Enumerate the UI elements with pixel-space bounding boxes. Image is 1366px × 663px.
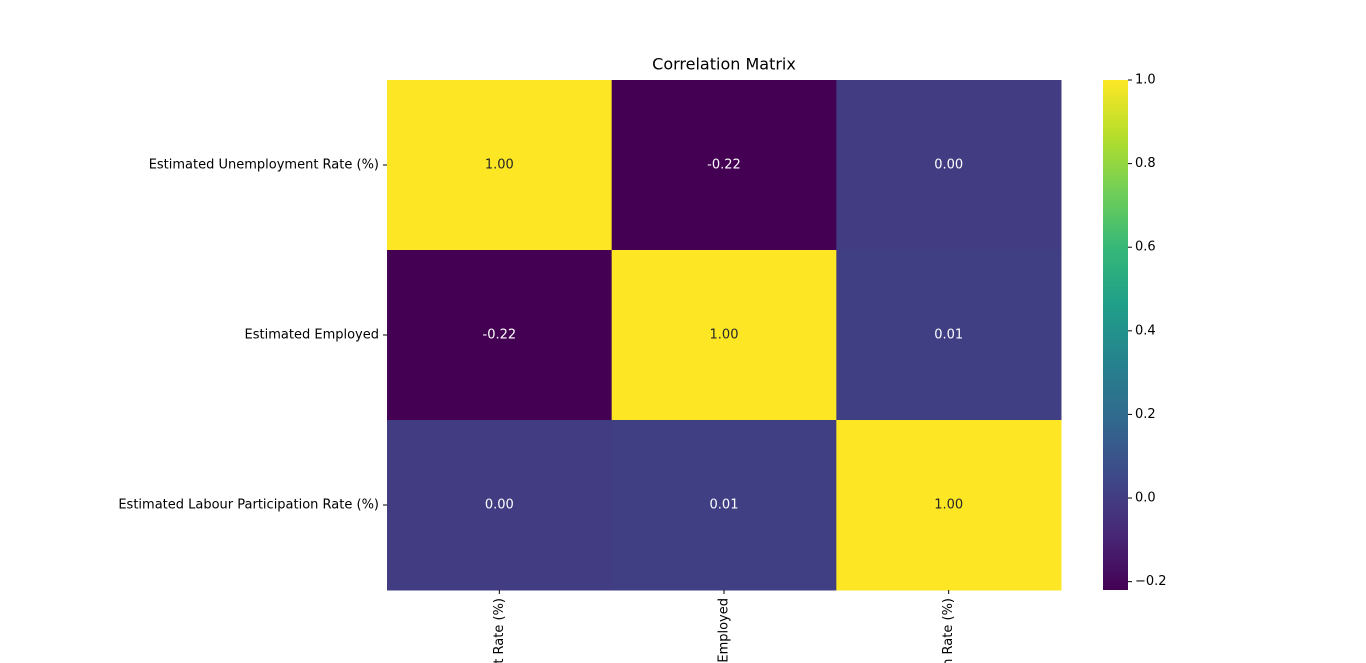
heatmap-cell bbox=[611, 80, 837, 251]
heatmap-cell bbox=[836, 420, 1062, 591]
cell-label: 1.00 bbox=[485, 158, 514, 173]
y-tick-label: Estimated Labour Participation Rate (%) bbox=[114, 498, 379, 513]
cell-label: 1.00 bbox=[710, 328, 739, 343]
cell-label: 0.00 bbox=[934, 158, 963, 173]
cell-label: -0.22 bbox=[707, 158, 741, 173]
cell-label: 0.01 bbox=[710, 498, 739, 513]
colorbar-tick-label: 0.6 bbox=[1135, 240, 1156, 255]
colorbar-tick-label: 1.0 bbox=[1135, 73, 1156, 88]
heatmap-cell bbox=[611, 420, 837, 591]
heatmap-cell bbox=[387, 420, 613, 591]
y-tick-label: Estimated Unemployment Rate (%) bbox=[145, 158, 379, 173]
x-tick-label: Estimated Employed bbox=[717, 598, 732, 663]
colorbar-tick-label: 0.0 bbox=[1135, 491, 1156, 506]
heatmap-cell bbox=[387, 80, 613, 251]
colorbar-tick-label: 0.4 bbox=[1135, 323, 1156, 338]
colorbar-tick-label: 0.8 bbox=[1135, 156, 1156, 171]
colorbar-tick-label: 0.2 bbox=[1135, 407, 1156, 422]
chart-title: Correlation Matrix bbox=[652, 55, 796, 74]
cell-label: -0.22 bbox=[483, 328, 517, 343]
heatmap-cell bbox=[836, 250, 1062, 421]
cell-label: 0.00 bbox=[485, 498, 514, 513]
y-tick-label: Estimated Employed bbox=[240, 328, 379, 343]
colorbar bbox=[1103, 80, 1128, 590]
heatmap-cell bbox=[387, 250, 613, 421]
x-tick-label: Estimated Unemployment Rate (%) bbox=[492, 598, 507, 663]
colorbar-tick-label: −0.2 bbox=[1135, 574, 1167, 589]
cell-label: 0.01 bbox=[934, 328, 963, 343]
heatmap-cell bbox=[611, 250, 837, 421]
cell-label: 1.00 bbox=[934, 498, 963, 513]
x-tick-label: Estimated Labour Participation Rate (%) bbox=[941, 598, 956, 663]
heatmap-cell bbox=[836, 80, 1062, 251]
